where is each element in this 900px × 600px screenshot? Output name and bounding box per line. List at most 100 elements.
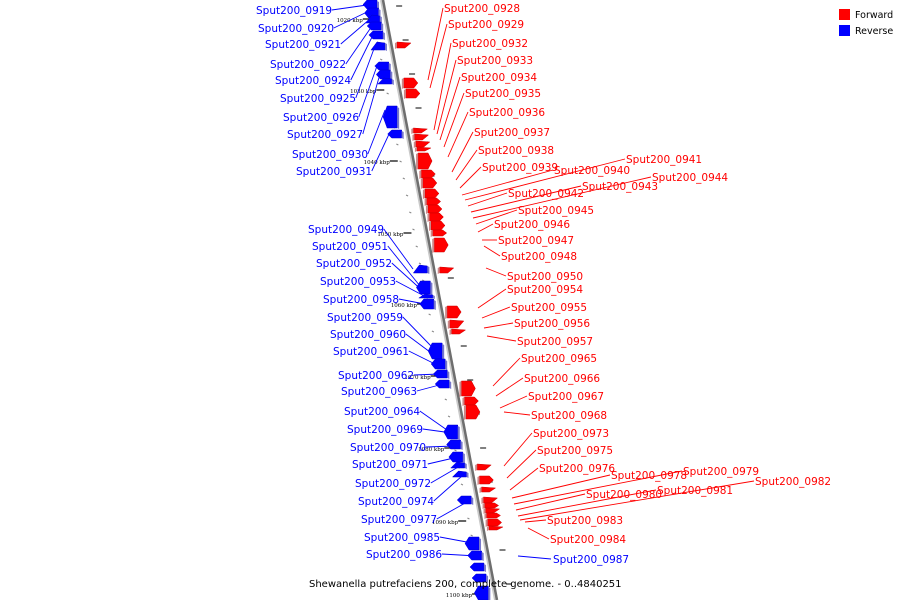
forward-gene-feature-shade <box>412 134 415 141</box>
forward-leader-line <box>483 245 501 257</box>
backbone-line <box>381 0 499 600</box>
gene-label: Sput200_0960 <box>330 329 406 341</box>
scale-dot <box>386 92 389 95</box>
forward-leader-line <box>509 467 539 491</box>
reverse-gene-feature-shade <box>388 63 391 71</box>
forward-leader-line <box>513 470 683 505</box>
gene-label: Sput200_0961 <box>333 346 409 358</box>
gene-label: Sput200_0957 <box>517 336 593 348</box>
gene-label: Sput200_0984 <box>550 534 626 546</box>
gene-label: Sput200_0975 <box>537 445 613 457</box>
forward-gene-feature-shade <box>482 503 485 509</box>
forward-gene-feature <box>484 502 500 509</box>
reverse-gene-feature-shade <box>430 282 433 295</box>
reverse-leader-line <box>419 410 448 431</box>
reverse-leader-line <box>413 373 441 376</box>
forward-leader-line <box>455 149 478 181</box>
reverse-gene-feature <box>448 451 464 463</box>
reverse-gene-feature <box>370 41 386 51</box>
backbone-shadow <box>380 0 497 600</box>
reverse-gene-feature-shade <box>432 295 435 299</box>
forward-gene-feature <box>416 146 432 152</box>
reverse-leader-line <box>436 501 468 520</box>
gene-label: Sput200_0968 <box>531 410 607 422</box>
tick-label: 1100 kbp <box>446 593 473 599</box>
reverse-gene-feature-shade <box>442 344 445 360</box>
forward-leader-line <box>447 111 469 158</box>
forward-gene-feature-shade <box>447 320 450 329</box>
reverse-leader-line <box>391 262 426 294</box>
reverse-leader-line <box>430 465 461 484</box>
forward-gene-feature <box>429 212 444 222</box>
reverse-gene-feature <box>432 369 448 379</box>
reverse-gene-feature <box>471 573 487 583</box>
gene-label: Sput200_0944 <box>652 172 728 184</box>
forward-gene-feature-shade <box>486 526 489 531</box>
gene-label: Sput200_0943 <box>582 181 658 193</box>
gene-label: Sput200_0970 <box>350 442 426 454</box>
reverse-leader-line <box>345 25 373 65</box>
scale-dot <box>415 245 418 248</box>
forward-gene-feature <box>421 169 436 179</box>
gene-label: Sput200_0978 <box>611 470 687 482</box>
gene-label: Sput200_0985 <box>364 532 440 544</box>
tick-label: 1090 kbp <box>432 520 459 526</box>
forward-leader-line <box>485 267 507 277</box>
reverse-gene-feature <box>382 105 398 129</box>
forward-gene-feature <box>446 305 462 319</box>
gene-label: Sput200_0966 <box>524 373 600 385</box>
forward-leader-line <box>477 223 494 233</box>
forward-gene-feature-shade <box>424 198 427 206</box>
forward-gene-feature-shade <box>484 513 487 519</box>
reverse-leader-line <box>333 11 368 29</box>
reverse-gene-feature-shade <box>427 266 430 274</box>
reverse-gene-feature <box>368 30 384 40</box>
reverse-leader-line <box>422 428 453 434</box>
legend-forward-swatch <box>839 9 850 20</box>
gene-label: Sput200_0964 <box>344 406 420 418</box>
forward-gene-feature <box>481 486 497 493</box>
reverse-leader-line <box>427 456 459 465</box>
reverse-leader-line <box>405 333 435 356</box>
reverse-gene-feature <box>443 424 458 440</box>
scale-dot <box>418 262 422 265</box>
forward-gene-feature-shade <box>449 329 452 335</box>
forward-gene-feature-shade <box>419 170 422 179</box>
gene-label: Sput200_0983 <box>547 515 623 527</box>
gene-label: Sput200_0936 <box>469 107 545 119</box>
forward-gene-feature-shade <box>459 381 462 397</box>
reverse-leader-line <box>441 553 478 557</box>
gene-label: Sput200_0959 <box>327 312 403 324</box>
reverse-leader-line <box>362 73 381 135</box>
scale-dot <box>412 228 415 231</box>
forward-leader-line <box>477 288 507 309</box>
gene-label: Sput200_0976 <box>539 463 615 475</box>
forward-gene-feature <box>413 127 429 134</box>
forward-gene-feature-shade <box>413 141 416 148</box>
forward-leader-line <box>495 377 524 397</box>
gene-label: Sput200_0928 <box>444 3 520 15</box>
reverse-leader-line <box>416 383 444 392</box>
reverse-gene-feature <box>430 358 446 370</box>
forward-gene-feature <box>417 152 433 170</box>
reverse-gene-feature-shade <box>464 463 467 469</box>
reverse-gene-feature-shade <box>449 381 452 389</box>
reverse-gene-feature-shade <box>445 360 448 370</box>
forward-gene-feature <box>424 188 440 199</box>
reverse-leader-line <box>383 228 414 270</box>
gene-label: Sput200_0982 <box>755 476 831 488</box>
forward-gene-feature <box>449 319 465 329</box>
gene-label: Sput200_0965 <box>521 353 597 365</box>
forward-gene-feature <box>405 88 421 99</box>
forward-leader-line <box>481 306 511 319</box>
forward-leader-line <box>503 432 533 467</box>
gene-features <box>362 0 504 600</box>
reverse-gene-feature-shade <box>481 552 484 561</box>
scale-dot <box>396 143 399 146</box>
forward-gene-feature-shade <box>481 497 484 504</box>
forward-leader-line <box>511 474 611 499</box>
forward-leader-line <box>464 158 626 201</box>
forward-leader-line <box>515 493 586 511</box>
reverse-gene-feature <box>451 470 467 478</box>
forward-gene-feature-shade <box>437 267 440 274</box>
